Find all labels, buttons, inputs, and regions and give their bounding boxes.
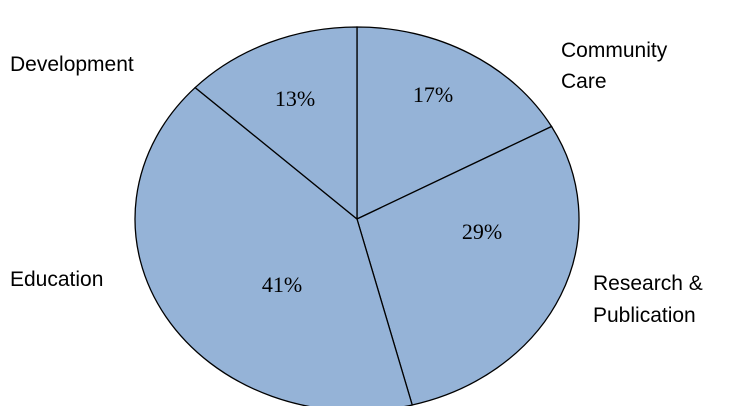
category-label-community-care: Community Care <box>561 39 673 93</box>
pct-label-education: 41% <box>262 272 302 297</box>
category-label-research-publication: Research & Publication <box>593 272 709 327</box>
pie-slices <box>134 26 580 406</box>
category-label-community-care-line-2: Care <box>561 70 607 93</box>
category-label-research-publication-line-1: Research & <box>593 272 703 295</box>
category-label-education: Education <box>10 268 103 291</box>
pie-slice-education <box>134 86 414 406</box>
pct-label-development: 13% <box>275 86 315 111</box>
pie-slice-development <box>194 26 358 221</box>
category-label-community-care-line-1: Community <box>561 39 668 62</box>
pct-label-community-care: 17% <box>413 82 453 107</box>
percentage-labels: 17% 29% 41% 13% <box>262 82 502 297</box>
category-labels: Community Care Research & Publication Ed… <box>10 39 709 327</box>
category-label-development: Development <box>10 53 134 76</box>
category-label-research-publication-line-2: Publication <box>593 304 696 327</box>
pie-slice-research-publication <box>356 125 580 406</box>
pct-label-research-publication: 29% <box>462 219 502 244</box>
pie-slice-community-care <box>356 26 553 221</box>
